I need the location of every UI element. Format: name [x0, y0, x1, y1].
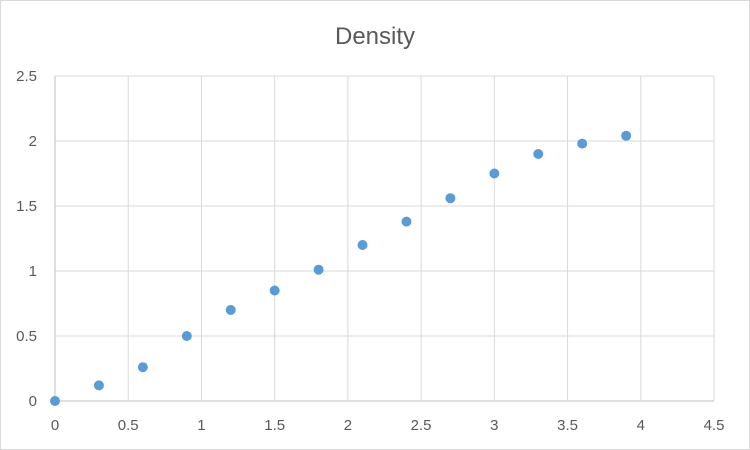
- data-point: [445, 193, 456, 204]
- data-point: [357, 240, 368, 250]
- data-point: [93, 380, 104, 391]
- x-tick-label: 3.5: [557, 417, 578, 434]
- y-tick-label: 2.5: [16, 68, 37, 85]
- x-tick-label: 3: [490, 417, 498, 434]
- data-point: [489, 168, 500, 179]
- x-tick-label: 0.5: [118, 417, 139, 434]
- chart-title: Density: [335, 23, 415, 50]
- x-tick-label: 2.5: [411, 417, 432, 434]
- data-point: [577, 138, 588, 149]
- data-point: [225, 305, 236, 315]
- x-tick-label: 1: [197, 417, 205, 434]
- data-point: [401, 216, 412, 227]
- y-axis-tick-labels: 0 0.5 1 1.5 2 2.5: [16, 68, 37, 410]
- x-tick-label: 0: [51, 417, 59, 434]
- data-points: [50, 130, 632, 406]
- data-point: [137, 362, 148, 373]
- x-tick-label: 4.5: [704, 417, 725, 434]
- x-tick-label: 1.5: [264, 417, 285, 434]
- x-tick-label: 2: [344, 417, 352, 434]
- data-point: [181, 331, 192, 341]
- x-tick-label: 4: [637, 417, 645, 434]
- data-point: [533, 149, 544, 159]
- y-tick-label: 0: [29, 393, 37, 410]
- data-point: [621, 130, 632, 141]
- y-tick-label: 0.5: [16, 328, 37, 345]
- x-axis-tick-labels: 0 0.5 1 1.5 2 2.5 3 3.5 4 4.5: [51, 417, 725, 434]
- y-tick-label: 1: [29, 263, 37, 280]
- data-point: [313, 264, 324, 275]
- gridlines: [54, 75, 715, 402]
- y-tick-label: 2: [29, 133, 37, 150]
- data-point: [269, 285, 280, 296]
- y-tick-label: 1.5: [16, 198, 37, 215]
- data-point: [50, 396, 60, 406]
